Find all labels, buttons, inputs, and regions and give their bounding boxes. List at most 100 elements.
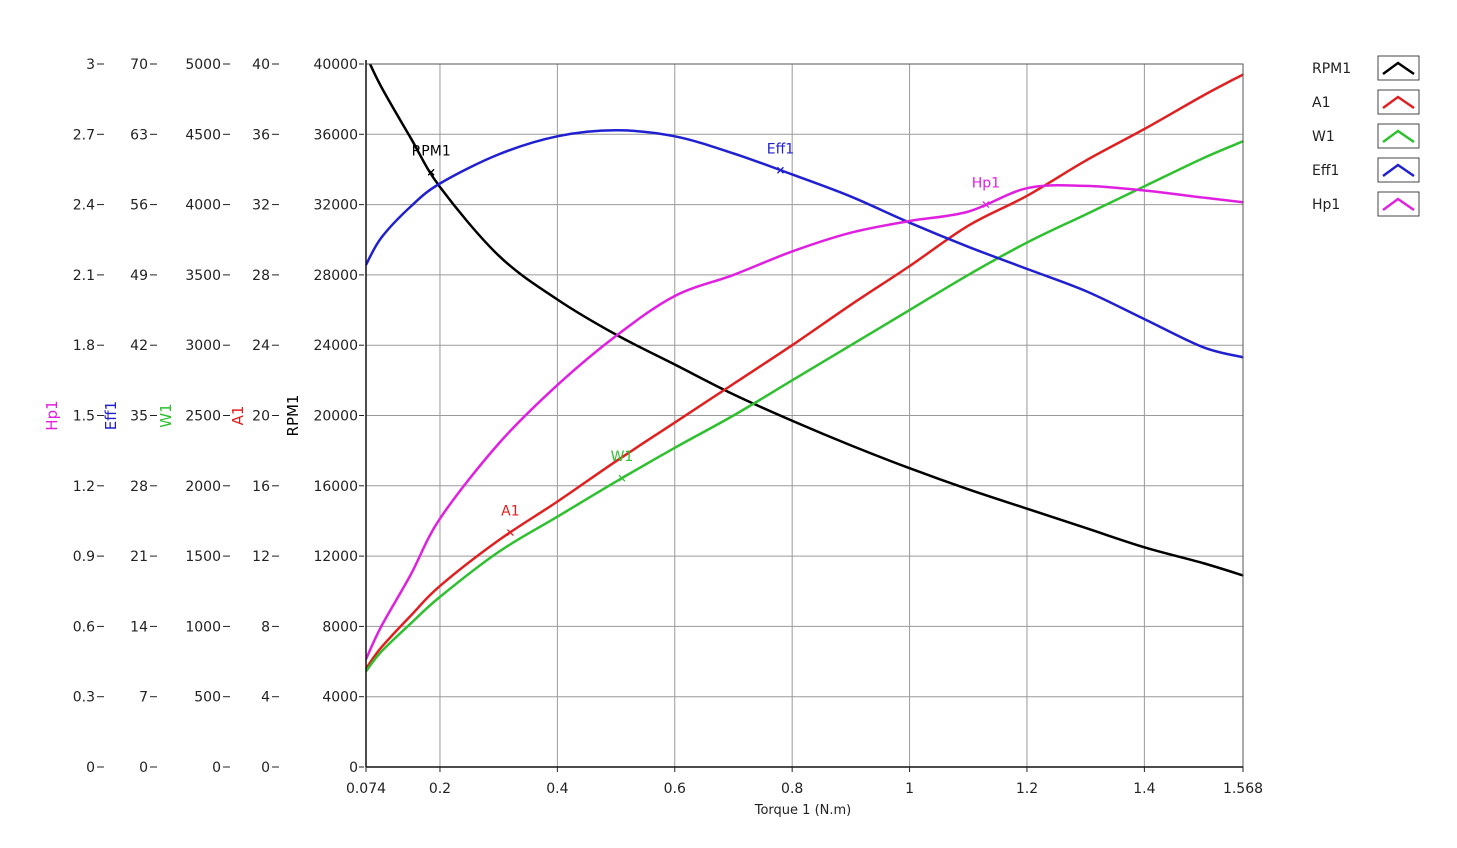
data-point (380, 646, 383, 649)
data-point (1202, 562, 1204, 564)
x-tick-label: 0.6 (664, 781, 686, 797)
data-point (732, 393, 735, 396)
legend-swatch-box (1377, 157, 1420, 183)
series-label-eff1: Eff1 (767, 141, 794, 157)
data-point (732, 414, 735, 417)
data-point (1143, 185, 1146, 188)
data-point (967, 245, 970, 248)
data-point (791, 173, 793, 176)
y-tick-label: 1000 (185, 619, 221, 635)
y-tick-label: 0.9 (73, 549, 95, 565)
y-axis-title: A1 (229, 406, 247, 426)
series-marker-x (506, 529, 514, 537)
series-marker-x (776, 166, 784, 174)
data-point (1026, 187, 1028, 189)
data-point (908, 467, 911, 470)
data-point (380, 625, 383, 628)
y-tick-label: 4000 (322, 690, 358, 706)
legend-swatch-line (1382, 95, 1415, 110)
series-line-eff1 (366, 129, 1243, 359)
legend-swatch-box (1377, 123, 1420, 149)
legend-swatch-line (1382, 61, 1415, 76)
data-point (967, 210, 970, 213)
y-tick-label: 12000 (313, 549, 358, 565)
y-tick-label: 63 (130, 127, 148, 143)
y-tick-label: 70 (130, 57, 148, 73)
data-point (1143, 546, 1146, 549)
x-tick-label: 1 (905, 781, 914, 797)
y-tick-label: 14 (130, 619, 148, 635)
data-point (1026, 507, 1028, 510)
data-point (439, 182, 441, 185)
data-point (409, 137, 412, 139)
data-point (1084, 159, 1087, 162)
data-point (497, 539, 500, 542)
y-tick-label: 20000 (313, 409, 358, 425)
y-tick-label: 12 (252, 549, 270, 565)
y-tick-label: 28000 (313, 268, 358, 284)
plot-frame (365, 60, 1244, 768)
legend-label: Hp1 (1312, 197, 1340, 213)
data-point (409, 205, 412, 208)
data-point (409, 622, 412, 625)
y-tick-label: 0 (139, 760, 148, 776)
series-label-hp1: Hp1 (972, 176, 1000, 192)
legend-swatch-line (1382, 129, 1415, 144)
y-tick-label: 42 (130, 338, 148, 354)
x-tick-label: 1.568 (1223, 781, 1263, 797)
y-tick-label: 56 (130, 198, 148, 214)
y-tick-label: 0 (261, 760, 270, 776)
data-point (615, 480, 617, 483)
series-layer: RPM1 A1 W1 Eff1 Hp1 (365, 64, 1244, 673)
series-marker-x (618, 474, 626, 482)
y-tick-label: 28 (252, 268, 270, 284)
y-tick-label: 1500 (185, 549, 221, 565)
y-tick-label: 3500 (185, 268, 221, 284)
data-point (673, 421, 676, 424)
y-tick-label: 8000 (322, 619, 358, 635)
series-marker-x (982, 201, 990, 209)
data-point (1202, 94, 1204, 97)
data-point (556, 500, 559, 503)
y-tick-label: 16 (252, 479, 270, 495)
y-tick-label: 20 (252, 409, 270, 425)
data-point (1202, 196, 1204, 199)
data-point (497, 153, 500, 156)
legend: RPM1 A1 W1 Eff1 Hp1 (1312, 55, 1420, 217)
y-tick-label: 0 (212, 760, 221, 776)
y-axis-title: Eff1 (102, 401, 120, 430)
data-point (967, 274, 970, 276)
legend-item-rpm1: RPM1 (1312, 55, 1420, 81)
data-point (673, 295, 676, 297)
data-point (497, 442, 500, 445)
y-tick-label: 36 (252, 127, 270, 143)
legend-item-w1: W1 (1312, 123, 1420, 149)
data-point (732, 152, 735, 155)
data-point (556, 135, 559, 138)
y-tick-label: 2.4 (73, 198, 95, 214)
data-point (439, 517, 441, 520)
y-axis-hp1: 0 0.3 0.6 0.9 1.2 1.5 1.8 2.1 2.4 2.7 3 Hp1 (43, 57, 104, 776)
legend-label: W1 (1312, 129, 1335, 145)
y-tick-label: 8 (261, 619, 270, 635)
data-point (1084, 213, 1087, 216)
y-tick-label: 49 (130, 268, 148, 284)
data-point (791, 379, 793, 382)
series-line-hp1 (366, 184, 1243, 660)
y-tick-label: 1.5 (73, 409, 95, 425)
data-point (1026, 195, 1028, 197)
data-point (1026, 241, 1028, 244)
data-point (967, 224, 970, 227)
y-tick-label: 40 (252, 57, 270, 73)
y-tick-label: 36000 (313, 127, 358, 143)
data-point (1143, 128, 1146, 130)
x-axis: 0.074 0.2 0.4 0.6 0.8 1 1.2 1.4 1.568 (346, 767, 1263, 797)
y-tick-label: 0.3 (73, 690, 95, 706)
data-point (850, 444, 852, 447)
data-point (791, 250, 793, 253)
data-point (409, 574, 412, 576)
data-point (1143, 318, 1146, 320)
y-tick-label: 4500 (185, 127, 221, 143)
data-point (615, 335, 617, 337)
